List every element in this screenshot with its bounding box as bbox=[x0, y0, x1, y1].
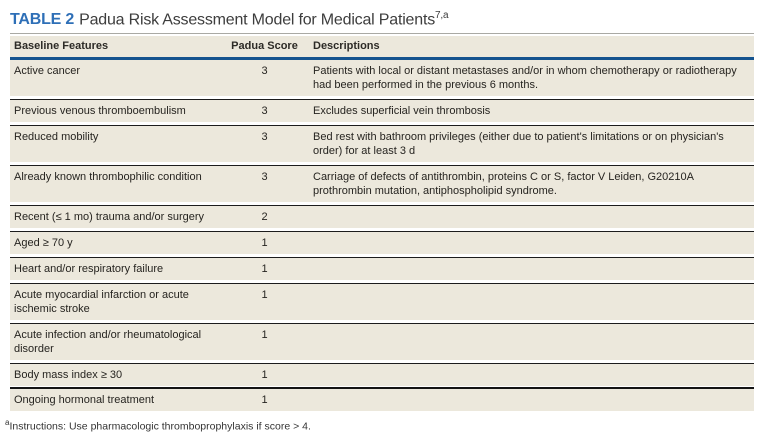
table-number-label: TABLE 2 bbox=[10, 11, 75, 29]
description-cell bbox=[307, 206, 754, 214]
score-cell: 3 bbox=[261, 131, 268, 144]
description-cell: Excludes superficial vein thrombosis bbox=[313, 105, 491, 118]
table-row: Reduced mobility 3 Bed rest with bathroo… bbox=[10, 126, 754, 163]
description-cell bbox=[307, 258, 754, 266]
table-row: Acute myocardial infarction or acute isc… bbox=[10, 284, 754, 321]
column-header-baseline-features: Baseline Features bbox=[14, 40, 109, 53]
row-divider bbox=[10, 162, 754, 167]
table-row: Body mass index ≥ 30 1 bbox=[10, 364, 754, 387]
table-row: Acute infection and/or rheumatological d… bbox=[10, 324, 754, 361]
feature-cell: Reduced mobility bbox=[14, 131, 99, 144]
feature-cell: Heart and/or respiratory failure bbox=[14, 263, 164, 276]
table-row: Already known thrombophilic condition 3 … bbox=[10, 166, 754, 203]
row-divider bbox=[10, 202, 754, 207]
column-header-descriptions: Descriptions bbox=[313, 40, 380, 53]
feature-cell: Active cancer bbox=[14, 65, 81, 78]
description-cell bbox=[307, 284, 754, 292]
feature-cell: Already known thrombophilic condition bbox=[14, 171, 202, 184]
row-divider bbox=[10, 254, 754, 259]
row-divider bbox=[10, 280, 754, 285]
description-cell bbox=[307, 364, 754, 372]
score-cell: 1 bbox=[261, 237, 268, 250]
description-cell: Bed rest with bathroom privileges (eithe… bbox=[313, 131, 724, 158]
table-footnote: aInstructions: Use pharmacologic thrombo… bbox=[5, 418, 754, 433]
score-cell: 2 bbox=[261, 211, 268, 224]
feature-cell: Ongoing hormonal treatment bbox=[14, 394, 155, 407]
feature-cell: Acute myocardial infarction or acute isc… bbox=[14, 289, 189, 316]
score-cell: 3 bbox=[261, 105, 268, 118]
row-divider bbox=[10, 320, 754, 325]
description-cell bbox=[307, 324, 754, 332]
table-row: Active cancer 3 Patients with local or d… bbox=[10, 60, 754, 97]
row-divider bbox=[10, 122, 754, 127]
score-cell: 1 bbox=[261, 263, 268, 276]
column-header-padua-score: Padua Score bbox=[231, 40, 298, 53]
table-top-rule bbox=[10, 33, 754, 36]
table-title-text: Padua Risk Assessment Model for Medical … bbox=[79, 11, 435, 29]
score-cell: 1 bbox=[261, 289, 268, 302]
table-row: Ongoing hormonal treatment 1 bbox=[10, 389, 754, 412]
row-divider bbox=[10, 96, 754, 101]
score-cell: 1 bbox=[261, 329, 268, 342]
score-cell: 1 bbox=[261, 394, 268, 407]
score-cell: 3 bbox=[261, 65, 268, 78]
description-cell: Patients with local or distant metastase… bbox=[313, 65, 737, 92]
feature-cell: Aged ≥ 70 y bbox=[14, 237, 73, 250]
footnote-text: Instructions: Use pharmacologic thrombop… bbox=[9, 420, 311, 433]
feature-cell: Acute infection and/or rheumatological d… bbox=[14, 329, 202, 356]
row-divider bbox=[10, 228, 754, 233]
table-row: Heart and/or respiratory failure 1 bbox=[10, 258, 754, 281]
table-row: Recent (≤ 1 mo) trauma and/or surgery 2 bbox=[10, 206, 754, 229]
score-cell: 3 bbox=[261, 171, 268, 184]
table-row: Previous venous thromboembulism 3 Exclud… bbox=[10, 100, 754, 123]
footnote-marker: a bbox=[5, 418, 10, 428]
row-divider bbox=[10, 360, 754, 365]
row-divider-thick bbox=[10, 386, 754, 390]
feature-cell: Previous venous thromboembulism bbox=[14, 105, 186, 118]
title-superscript: 7,a bbox=[435, 10, 449, 21]
feature-cell: Recent (≤ 1 mo) trauma and/or surgery bbox=[14, 211, 205, 224]
header-accent-rule bbox=[10, 57, 754, 61]
description-cell bbox=[307, 232, 754, 240]
description-cell bbox=[307, 389, 754, 397]
feature-cell: Body mass index ≥ 30 bbox=[14, 369, 123, 382]
score-cell: 1 bbox=[261, 369, 268, 382]
padua-risk-table: Baseline Features Padua Score Descriptio… bbox=[10, 33, 754, 412]
table-header-row: Baseline Features Padua Score Descriptio… bbox=[10, 36, 754, 58]
table-title: TABLE 2 Padua Risk Assessment Model for M… bbox=[10, 6, 754, 30]
table-row: Aged ≥ 70 y 1 bbox=[10, 232, 754, 255]
description-cell: Carriage of defects of antithrombin, pro… bbox=[313, 171, 694, 198]
